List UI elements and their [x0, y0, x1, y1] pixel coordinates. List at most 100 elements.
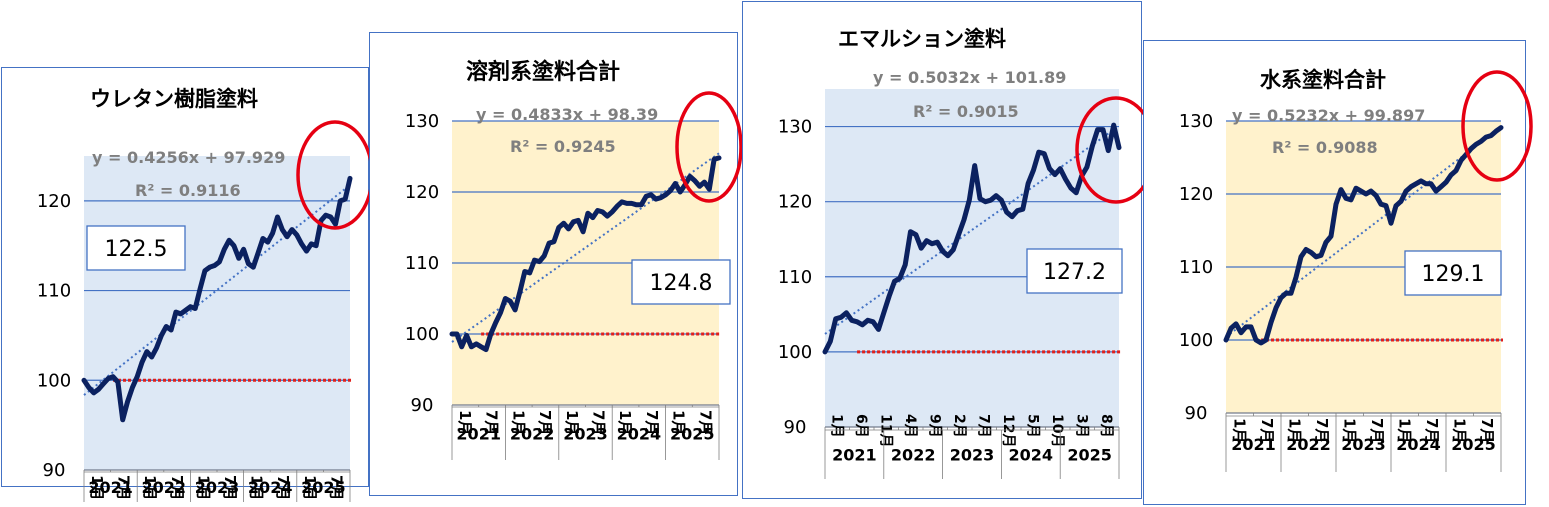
- series-line: [449, 155, 722, 353]
- trend-r2: R² = 0.9116: [135, 181, 241, 200]
- x-month-label: 6月: [853, 414, 869, 438]
- trend-line: [83, 184, 351, 396]
- x-month-label: 7月: [1478, 418, 1496, 443]
- x-year-label: 2024: [617, 425, 662, 444]
- latest-value-box: [1026, 248, 1123, 294]
- x-month-label: 1月: [509, 410, 527, 435]
- trend-line: [824, 125, 1120, 335]
- chart-title: 溶剤系塗料合計: [466, 59, 620, 85]
- x-month-label: 3月: [1073, 414, 1089, 438]
- x-month-label: 7月: [975, 414, 991, 438]
- x-month-label: 7月: [1258, 418, 1276, 443]
- y-tick-label: 120: [37, 191, 71, 212]
- x-month-label: 1月: [1230, 418, 1248, 443]
- chart-panel-solvent: 溶剤系塗料合計 90 100 110 120 130 1月 7月 1月 7月 1月 7月 1月 7月 1月 7…: [369, 32, 743, 496]
- y-tick-label: 130: [778, 117, 812, 138]
- x-month-label: 12月: [1000, 414, 1016, 447]
- chart-title: 水系塗料合計: [1260, 68, 1386, 92]
- x-month-label: 7月: [696, 410, 714, 435]
- trend-equation: y = 0.4833x + 98.39: [476, 105, 658, 124]
- latest-value-box: [1404, 250, 1502, 296]
- y-tick-label: 120: [405, 182, 439, 203]
- x-month-label: 9月: [926, 414, 942, 438]
- x-year-label: 2022: [891, 446, 936, 465]
- x-month-label: 1月: [248, 475, 266, 500]
- latest-value-label: 122.5: [105, 237, 168, 262]
- x-month-label: 11月: [877, 414, 893, 447]
- x-month-label: 7月: [115, 475, 133, 500]
- x-month-label: 1月: [670, 410, 688, 435]
- chart-panel-emulsion: エマルション塗料 90 100 110 120 130 1月 6月 11月 4月 9月 2月 7月 12月…: [742, 1, 1157, 499]
- x-month-label: 1月: [1450, 418, 1468, 443]
- x-month-label: 7月: [327, 475, 345, 500]
- x-month-label: 1月: [301, 475, 319, 500]
- x-year-label: 2025: [301, 478, 346, 497]
- chart-waterborne: 水系塗料合計 90 100 110 120 130 1月 7月 1月 7月 1月 7月 1月 7月 1月 7月…: [1179, 68, 1533, 472]
- chart-title: エマルション塗料: [838, 27, 1006, 51]
- x-month-label: 1月: [563, 410, 581, 435]
- x-month-label: 1月: [616, 410, 634, 435]
- x-month-label: 1月: [1395, 418, 1413, 443]
- y-tick-label: 90: [784, 417, 807, 438]
- x-month-label: 7月: [1423, 418, 1441, 443]
- series-line: [822, 122, 1122, 355]
- highlight-circle: [675, 91, 743, 203]
- y-tick-label: 100: [405, 324, 439, 345]
- x-month-label: 2月: [951, 414, 967, 438]
- x-month-label: 7月: [1368, 418, 1386, 443]
- x-month-label: 7月: [274, 475, 292, 500]
- trend-r2: R² = 0.9015: [913, 102, 1019, 121]
- y-tick-label: 110: [778, 267, 812, 288]
- plot-area: [84, 156, 350, 470]
- x-month-label: 1月: [194, 475, 212, 500]
- y-tick-label: 120: [1179, 184, 1213, 205]
- chart-panel-urethane: ウレタン樹脂塗料 90 100 110 120 1月 7月 1月 7月 1月 7月 1月 7月 1月 7月 2…: [1, 67, 374, 502]
- y-tick-label: 110: [37, 281, 71, 302]
- x-year-label: 2023: [1341, 435, 1386, 454]
- x-year-label: 2025: [670, 425, 715, 444]
- x-year-label: 2023: [563, 425, 608, 444]
- trend-r2: R² = 0.9245: [510, 137, 616, 156]
- latest-value-box: [86, 225, 186, 271]
- chart-emulsion: エマルション塗料 90 100 110 120 130 1月 6月 11月 4月 9月 2月 7月 12月…: [778, 27, 1157, 479]
- x-month-label: 1月: [456, 410, 474, 435]
- x-year-label: 2025: [1451, 435, 1496, 454]
- y-tick-label: 120: [778, 192, 812, 213]
- y-tick-label: 130: [405, 111, 439, 132]
- x-year-label: 2021: [456, 425, 501, 444]
- x-month-label: 7月: [590, 410, 608, 435]
- trend-equation: y = 0.4256x + 97.929: [92, 148, 285, 167]
- x-month-label: 1月: [1340, 418, 1358, 443]
- y-tick-label: 100: [1179, 330, 1213, 351]
- x-month-label: 4月: [902, 414, 918, 438]
- trend-r2: R² = 0.9088: [1272, 138, 1378, 157]
- x-year-label: 2024: [1396, 435, 1441, 454]
- chart-solvent: 溶剤系塗料合計 90 100 110 120 130 1月 7月 1月 7月 1月 7月 1月 7月 1月 7…: [405, 59, 743, 460]
- x-month-label: 7月: [1313, 418, 1331, 443]
- x-month-label: 10月: [1049, 414, 1065, 447]
- latest-value-label: 129.1: [1422, 262, 1485, 287]
- x-year-label: 2024: [248, 478, 293, 497]
- chart-title: ウレタン樹脂塗料: [90, 87, 258, 111]
- x-month-label: 5月: [1024, 414, 1040, 438]
- x-year-label: 2023: [195, 478, 240, 497]
- x-month-label: 7月: [483, 410, 501, 435]
- series-line: [81, 175, 353, 423]
- x-month-label: 1月: [141, 475, 159, 500]
- y-tick-label: 90: [411, 395, 434, 416]
- y-tick-label: 90: [43, 460, 66, 481]
- latest-value-label: 127.2: [1043, 260, 1106, 285]
- series-line: [1223, 125, 1504, 346]
- x-month-label: 7月: [221, 475, 239, 500]
- chart-panel-waterborne: 水系塗料合計 90 100 110 120 130 1月 7月 1月 7月 1月 7月 1月 7月 1月 7月…: [1143, 40, 1533, 505]
- y-tick-label: 110: [1179, 257, 1213, 278]
- x-month-label: 1月: [88, 475, 106, 500]
- y-tick-label: 90: [1185, 403, 1208, 424]
- x-year-label: 2024: [1009, 446, 1054, 465]
- latest-value-box: [631, 259, 731, 305]
- x-year-label: 2025: [1067, 446, 1112, 465]
- x-year-label: 2022: [1286, 435, 1331, 454]
- x-year-label: 2022: [510, 425, 555, 444]
- highlight-circle: [1461, 70, 1533, 182]
